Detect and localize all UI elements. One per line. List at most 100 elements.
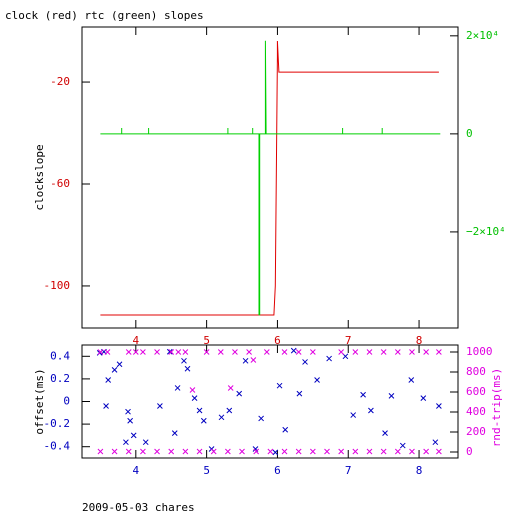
point [184, 365, 191, 372]
point [342, 353, 349, 360]
point [97, 448, 104, 455]
point [140, 448, 146, 455]
point [282, 426, 289, 433]
point [191, 395, 198, 401]
point [226, 407, 233, 414]
point [125, 349, 132, 355]
point [366, 448, 373, 455]
y-tick-label: 0 [63, 395, 70, 408]
y2-tick-label: 400 [466, 405, 486, 418]
y-tick-label: 0.2 [50, 372, 70, 385]
x-tick-label: 5 [203, 464, 210, 477]
y2-tick-label: −2×10⁴ [466, 225, 506, 238]
y-tick-label: 0.4 [50, 349, 70, 362]
point [111, 448, 118, 455]
point [309, 349, 316, 355]
x-tick-label: 7 [345, 334, 352, 347]
y-axis-label: clockslope [33, 144, 46, 210]
point [436, 403, 442, 409]
x-tick-label: 7 [345, 464, 352, 477]
y2-tick-label: 800 [466, 365, 486, 378]
point [423, 448, 429, 455]
y2-axis-label: rnd-trip(ms) [490, 368, 503, 447]
point [132, 349, 139, 355]
point [326, 355, 332, 362]
point [408, 377, 415, 383]
y2-tick-label: 0 [466, 127, 473, 140]
point [182, 448, 189, 455]
point [127, 417, 134, 424]
point [250, 357, 257, 363]
x-tick-label: 8 [416, 334, 423, 347]
point [236, 390, 243, 397]
point [171, 430, 178, 436]
point [97, 349, 104, 355]
point [409, 448, 415, 455]
point [154, 448, 160, 455]
point [104, 349, 111, 355]
point [105, 377, 112, 383]
point [382, 430, 388, 436]
x-tick-label: 8 [416, 464, 423, 477]
point [103, 403, 109, 409]
point [232, 349, 238, 355]
point [210, 448, 217, 455]
chart-title: clock (red) rtc (green) slopes [5, 9, 204, 22]
point [380, 448, 387, 455]
line-series [100, 40, 441, 316]
point [394, 349, 401, 355]
y2-tick-label: 1000 [466, 345, 493, 358]
point [175, 349, 182, 355]
y2-tick-label: 0 [466, 445, 473, 458]
point [350, 412, 357, 418]
point [246, 349, 252, 355]
point [368, 407, 374, 414]
point [182, 349, 189, 355]
point [338, 448, 345, 455]
point [258, 415, 265, 422]
point [123, 439, 129, 446]
point [360, 391, 366, 398]
point [125, 448, 132, 455]
point [281, 448, 288, 455]
y-tick-label: -0.4 [44, 440, 71, 453]
x-tick-label: 6 [274, 334, 281, 347]
point [217, 349, 224, 355]
point [436, 349, 442, 355]
point [409, 349, 415, 355]
point [352, 448, 359, 455]
point [281, 349, 288, 355]
point [125, 408, 131, 415]
point [420, 395, 427, 401]
point [196, 448, 203, 455]
point [436, 448, 442, 455]
point [399, 442, 406, 449]
footer: 2009-05-03 chares [82, 501, 195, 512]
plot-frame [81, 26, 459, 329]
point [174, 385, 181, 391]
plot-frame [81, 344, 459, 459]
point [142, 439, 149, 446]
point [272, 449, 279, 456]
point [290, 347, 297, 354]
point [140, 349, 146, 355]
y-tick-label: -0.2 [44, 417, 71, 430]
point [338, 349, 345, 355]
point [423, 349, 429, 355]
point [203, 349, 210, 355]
point [366, 349, 373, 355]
point [302, 359, 308, 365]
point [242, 357, 249, 364]
point [218, 414, 225, 421]
point [267, 448, 274, 455]
point [111, 367, 118, 373]
x-tick-label: 4 [133, 334, 140, 347]
point [157, 403, 163, 409]
y-tick-label: -20 [50, 75, 70, 88]
point [309, 448, 316, 455]
y-axis-label: offset(ms) [33, 368, 46, 434]
x-tick-label: 5 [203, 334, 210, 347]
point [432, 439, 439, 446]
y-tick-label: -60 [50, 177, 70, 190]
